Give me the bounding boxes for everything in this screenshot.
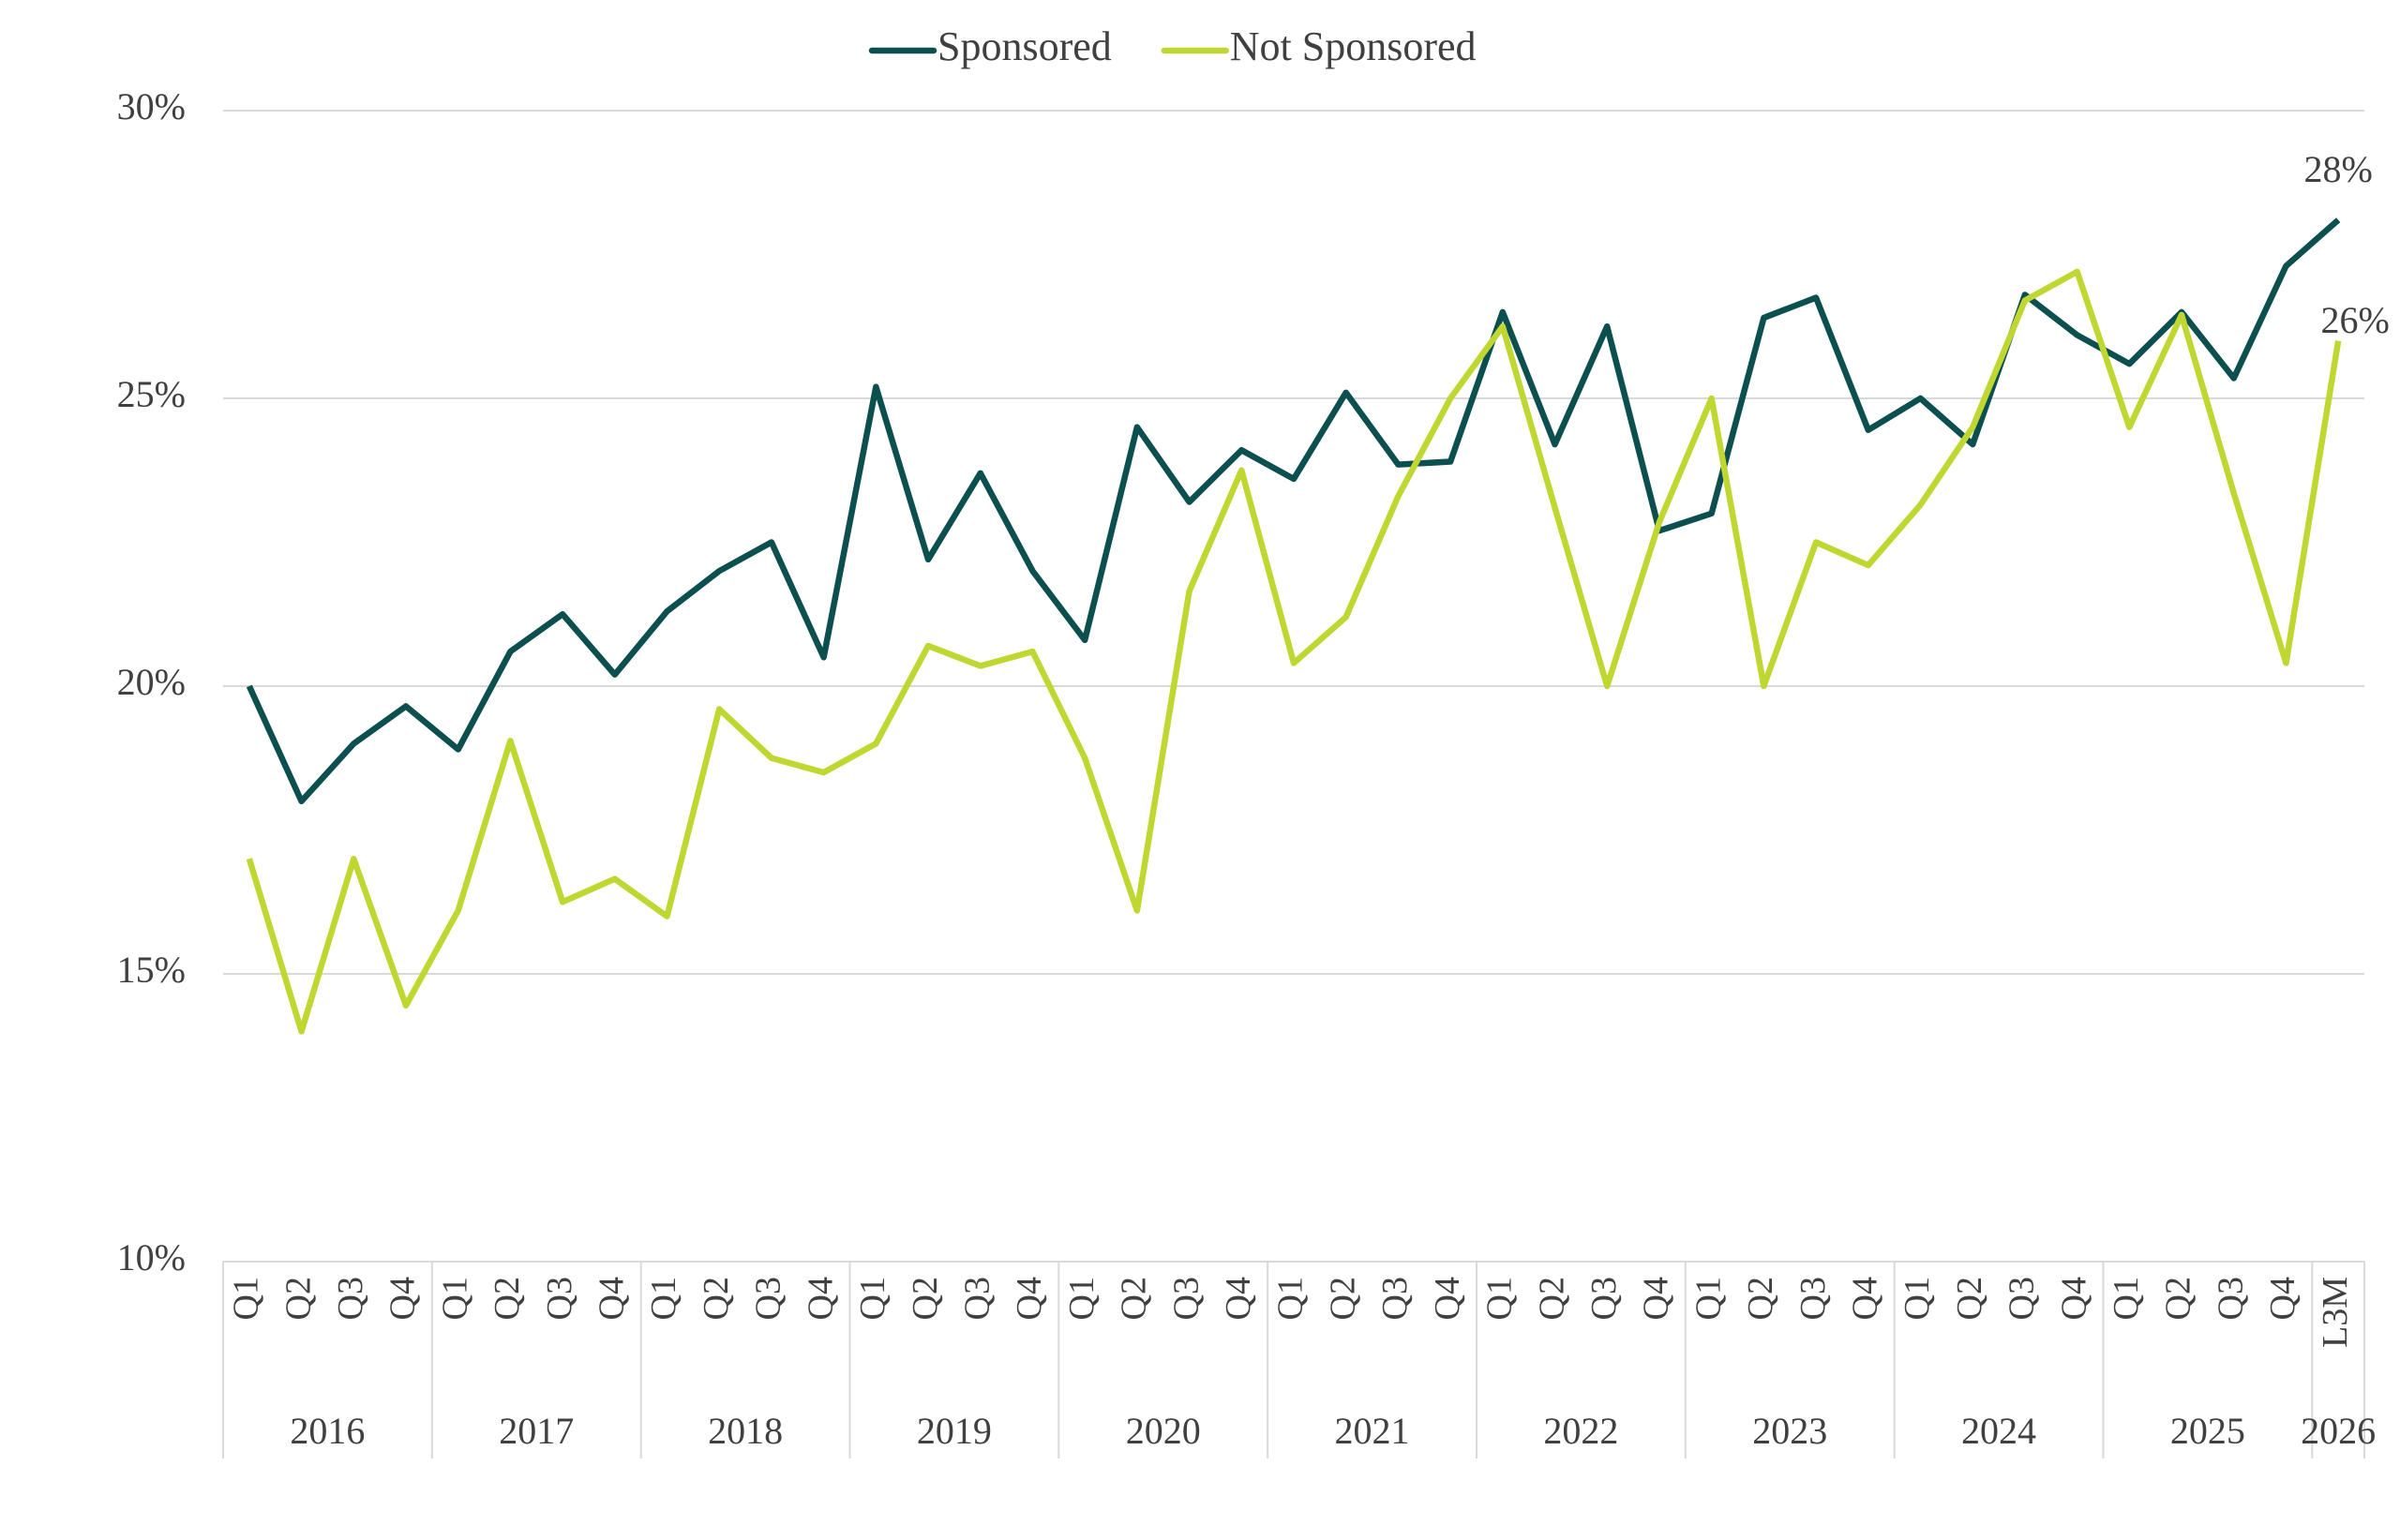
x-tick-label: Q4 — [1428, 1277, 1467, 1320]
x-tick-label: Q3 — [1166, 1277, 1206, 1320]
x-tick-label: Q2 — [1950, 1277, 1989, 1320]
x-tick-label: Q4 — [1845, 1277, 1884, 1320]
x-group-label: 2024 — [1961, 1410, 2036, 1452]
x-group-label: 2023 — [1752, 1410, 1827, 1452]
x-tick-label: Q1 — [1480, 1277, 1520, 1320]
series-line — [246, 268, 2342, 1035]
x-tick-label: Q4 — [1219, 1277, 1258, 1320]
x-tick-label: Q1 — [1271, 1277, 1311, 1320]
x-group-label: 2019 — [917, 1410, 992, 1452]
x-tick-label: Q1 — [853, 1277, 892, 1320]
x-tick-label: Q2 — [1741, 1277, 1780, 1320]
x-tick-label: Q1 — [644, 1277, 683, 1320]
x-tick-label: Q4 — [1637, 1277, 1676, 1320]
x-tick-label: Q1 — [1898, 1277, 1937, 1320]
y-tick-label: 25% — [117, 373, 186, 415]
x-group-label: 2021 — [1335, 1410, 1410, 1452]
x-tick-label: Q3 — [540, 1277, 579, 1320]
x-group-label: 2020 — [1126, 1410, 1201, 1452]
x-tick-label: Q3 — [2211, 1277, 2250, 1320]
x-tick-label: Q3 — [1584, 1277, 1624, 1320]
x-group-label: 2018 — [708, 1410, 783, 1452]
x-tick-label: Q4 — [1010, 1277, 1049, 1320]
x-tick-label: Q1 — [227, 1277, 266, 1320]
y-tick-label: 20% — [117, 661, 186, 703]
y-tick-label: 10% — [117, 1236, 186, 1278]
x-tick-label: Q4 — [2263, 1277, 2302, 1320]
x-group-label: 2022 — [1543, 1410, 1618, 1452]
x-tick-label: Q3 — [2002, 1277, 2042, 1320]
x-tick-label: Q4 — [801, 1277, 840, 1320]
x-tick-label: Q4 — [2054, 1277, 2093, 1320]
x-tick-label: Q4 — [383, 1277, 423, 1320]
x-group-label: 2025 — [2170, 1410, 2245, 1452]
x-tick-label: Q1 — [2107, 1277, 2146, 1320]
x-tick-label: Q2 — [488, 1277, 527, 1320]
x-tick-label: L3M — [2316, 1277, 2355, 1348]
x-tick-label: Q2 — [1115, 1277, 1154, 1320]
x-tick-label: Q3 — [331, 1277, 370, 1320]
y-tick-label: 15% — [117, 949, 186, 991]
x-group-label: 2026 — [2301, 1410, 2376, 1452]
x-tick-label: Q2 — [278, 1277, 318, 1320]
series-line — [246, 217, 2341, 805]
x-tick-label: Q2 — [1323, 1277, 1362, 1320]
data-label: 28% — [2303, 148, 2372, 190]
x-tick-label: Q2 — [906, 1277, 945, 1320]
x-tick-label: Q1 — [435, 1277, 474, 1320]
x-tick-label: Q1 — [1062, 1277, 1102, 1320]
x-tick-label: Q2 — [697, 1277, 736, 1320]
x-tick-label: Q3 — [1793, 1277, 1833, 1320]
x-tick-label: Q3 — [1375, 1277, 1415, 1320]
legend-label: Sponsored — [938, 23, 1112, 69]
x-tick-label: Q2 — [2159, 1277, 2198, 1320]
x-tick-label: Q1 — [1688, 1277, 1728, 1320]
x-tick-label: Q3 — [749, 1277, 788, 1320]
x-tick-label: Q4 — [592, 1277, 632, 1320]
legend-label: Not Sponsored — [1230, 23, 1477, 69]
x-tick-label: Q2 — [1532, 1277, 1571, 1320]
y-tick-label: 30% — [117, 85, 186, 127]
data-label: 26% — [2320, 299, 2389, 341]
x-tick-label: Q3 — [957, 1277, 997, 1320]
x-group-label: 2017 — [499, 1410, 574, 1452]
x-group-label: 2016 — [290, 1410, 365, 1452]
